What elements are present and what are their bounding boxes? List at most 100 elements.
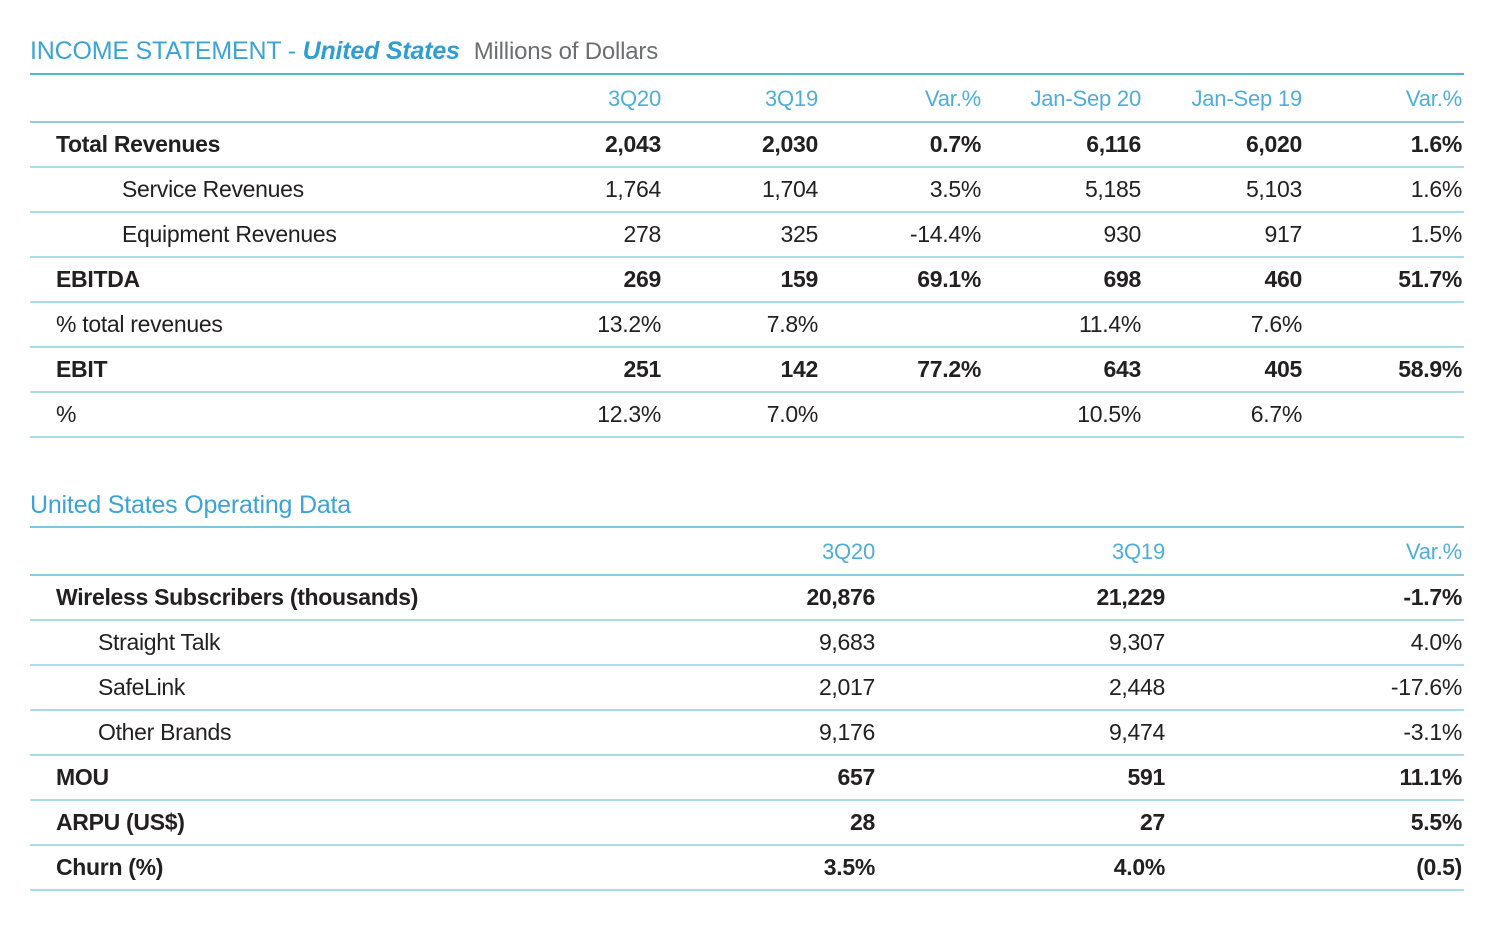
cell-value: -1.7% xyxy=(1167,575,1464,621)
income-statement-title: INCOME STATEMENT - United States Millions… xyxy=(30,36,1464,75)
cell-value: 251 xyxy=(500,347,663,393)
table-row: EBITDA 269 159 69.1% 698 460 51.7% xyxy=(30,257,1464,303)
row-label: Wireless Subscribers (thousands) xyxy=(30,575,530,621)
column-header: Jan-Sep 19 xyxy=(1143,75,1304,123)
row-label: Other Brands xyxy=(30,710,530,756)
cell-value: 930 xyxy=(983,212,1143,258)
cell-value: 643 xyxy=(983,347,1143,393)
cell-value: 9,683 xyxy=(530,620,877,666)
operating-data-table-head: 3Q20 3Q19 Var.% xyxy=(30,528,1464,576)
cell-value xyxy=(1304,302,1464,348)
table-row: Other Brands 9,176 9,474 -3.1% xyxy=(30,710,1464,756)
cell-value xyxy=(820,392,983,438)
cell-value: -3.1% xyxy=(1167,710,1464,756)
cell-value: 13.2% xyxy=(500,302,663,348)
cell-value: 6.7% xyxy=(1143,392,1304,438)
table-row: Total Revenues 2,043 2,030 0.7% 6,116 6,020 1.… xyxy=(30,122,1464,168)
cell-value: 1.5% xyxy=(1304,212,1464,258)
row-label: % total revenues xyxy=(30,302,500,348)
row-label: SafeLink xyxy=(30,665,530,711)
cell-value xyxy=(1304,392,1464,438)
cell-value: 3.5% xyxy=(530,845,877,891)
column-header: Var.% xyxy=(1304,75,1464,123)
cell-value: 7.0% xyxy=(663,392,820,438)
table-row: Equipment Revenues 278 325 -14.4% 930 917 1.5% xyxy=(30,212,1464,258)
income-statement-table-body: Total Revenues 2,043 2,030 0.7% 6,116 6,020 1.… xyxy=(30,122,1464,438)
cell-value: 9,176 xyxy=(530,710,877,756)
column-header: 3Q20 xyxy=(530,528,877,576)
cell-value: 5,103 xyxy=(1143,167,1304,213)
cell-value: 2,030 xyxy=(663,122,820,168)
operating-data-section: United States Operating Data 3Q20 3Q19 Var… xyxy=(30,490,1464,891)
cell-value: 2,043 xyxy=(500,122,663,168)
row-label: EBITDA xyxy=(30,257,500,303)
table-row: Straight Talk 9,683 9,307 4.0% xyxy=(30,620,1464,666)
cell-value: 1.6% xyxy=(1304,122,1464,168)
cell-value: 4.0% xyxy=(1167,620,1464,666)
column-header-empty xyxy=(30,75,500,123)
cell-value: 6,020 xyxy=(1143,122,1304,168)
table-row: Service Revenues 1,764 1,704 3.5% 5,185 5,103… xyxy=(30,167,1464,213)
header-row: 3Q20 3Q19 Var.% Jan-Sep 20 Jan-Sep 19 Var.% xyxy=(30,75,1464,123)
table-row: SafeLink 2,017 2,448 -17.6% xyxy=(30,665,1464,711)
cell-value: 11.1% xyxy=(1167,755,1464,801)
cell-value xyxy=(820,302,983,348)
cell-value: 28 xyxy=(530,800,877,846)
table-row: MOU 657 591 11.1% xyxy=(30,755,1464,801)
income-statement-title-unit: Millions of Dollars xyxy=(473,38,659,65)
cell-value: 5.5% xyxy=(1167,800,1464,846)
cell-value: 5,185 xyxy=(983,167,1143,213)
table-row: % total revenues 13.2% 7.8% 11.4% 7.6% xyxy=(30,302,1464,348)
cell-value: 159 xyxy=(663,257,820,303)
cell-value: 1.6% xyxy=(1304,167,1464,213)
row-label: % xyxy=(30,392,500,438)
row-label: Churn (%) xyxy=(30,845,530,891)
cell-value: 9,474 xyxy=(877,710,1167,756)
row-label: Straight Talk xyxy=(30,620,530,666)
cell-value: -17.6% xyxy=(1167,665,1464,711)
operating-data-table: 3Q20 3Q19 Var.% Wireless Subscribers (thou… xyxy=(30,528,1464,891)
cell-value: 51.7% xyxy=(1304,257,1464,303)
column-header: Jan-Sep 20 xyxy=(983,75,1143,123)
income-statement-title-region: United States xyxy=(302,37,460,65)
cell-value: 698 xyxy=(983,257,1143,303)
column-header: 3Q19 xyxy=(877,528,1167,576)
income-statement-title-prefix: INCOME STATEMENT - xyxy=(30,37,303,65)
cell-value: -14.4% xyxy=(820,212,983,258)
cell-value: 7.8% xyxy=(663,302,820,348)
cell-value: 3.5% xyxy=(820,167,983,213)
cell-value: 460 xyxy=(1143,257,1304,303)
cell-value: 10.5% xyxy=(983,392,1143,438)
income-statement-table: 3Q20 3Q19 Var.% Jan-Sep 20 Jan-Sep 19 Var.% T… xyxy=(30,75,1464,438)
row-label: ARPU (US$) xyxy=(30,800,530,846)
cell-value: 6,116 xyxy=(983,122,1143,168)
operating-data-title: United States Operating Data xyxy=(30,490,1464,528)
column-header: 3Q19 xyxy=(663,75,820,123)
cell-value: 142 xyxy=(663,347,820,393)
row-label: EBIT xyxy=(30,347,500,393)
column-header: Var.% xyxy=(1167,528,1464,576)
cell-value: 12.3% xyxy=(500,392,663,438)
income-statement-section: INCOME STATEMENT - United States Millions… xyxy=(30,36,1464,438)
column-header: Var.% xyxy=(820,75,983,123)
cell-value: 657 xyxy=(530,755,877,801)
cell-value: 1,704 xyxy=(663,167,820,213)
cell-value: 69.1% xyxy=(820,257,983,303)
cell-value: 77.2% xyxy=(820,347,983,393)
table-row: ARPU (US$) 28 27 5.5% xyxy=(30,800,1464,846)
table-row: Wireless Subscribers (thousands) 20,876 21… xyxy=(30,575,1464,621)
column-header-empty xyxy=(30,528,530,576)
cell-value: 4.0% xyxy=(877,845,1167,891)
cell-value: 0.7% xyxy=(820,122,983,168)
table-row: % 12.3% 7.0% 10.5% 6.7% xyxy=(30,392,1464,438)
cell-value: 917 xyxy=(1143,212,1304,258)
cell-value: 21,229 xyxy=(877,575,1167,621)
operating-data-table-body: Wireless Subscribers (thousands) 20,876 21… xyxy=(30,575,1464,891)
row-label: Equipment Revenues xyxy=(30,212,500,258)
cell-value: 58.9% xyxy=(1304,347,1464,393)
cell-value: 591 xyxy=(877,755,1167,801)
cell-value: 20,876 xyxy=(530,575,877,621)
row-label: Service Revenues xyxy=(30,167,500,213)
cell-value: 405 xyxy=(1143,347,1304,393)
